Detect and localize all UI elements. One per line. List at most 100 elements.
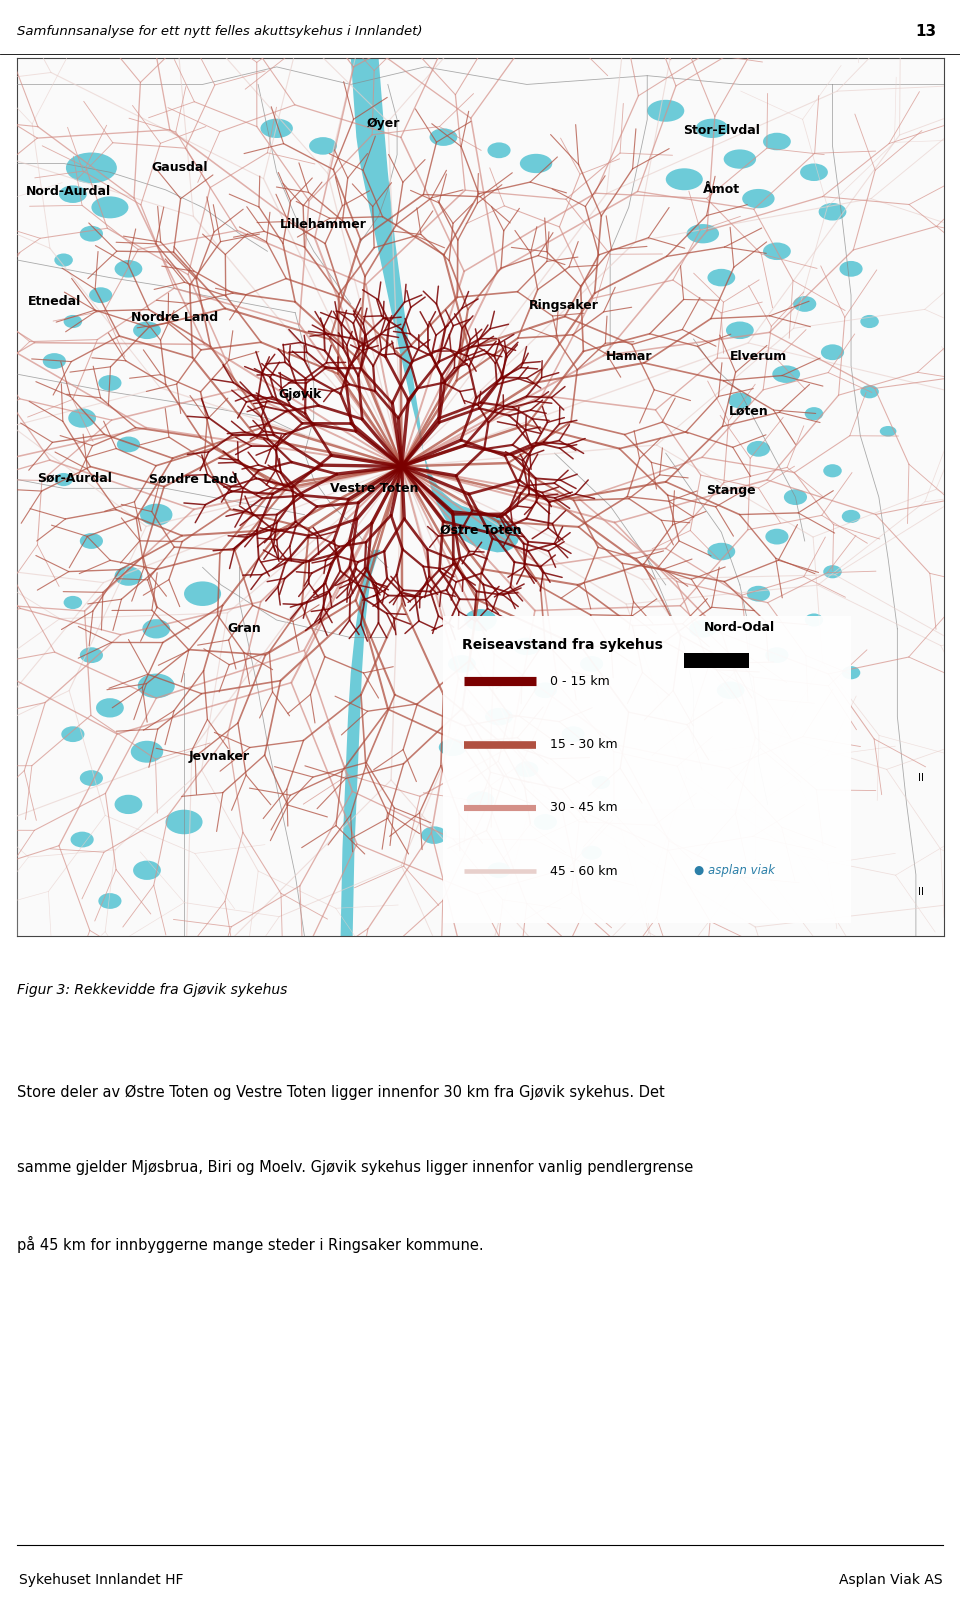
Ellipse shape <box>80 770 103 786</box>
Ellipse shape <box>98 374 122 391</box>
Text: Løten: Løten <box>730 405 769 418</box>
Text: Stor-Elvdal: Stor-Elvdal <box>683 124 759 137</box>
Text: Hamar: Hamar <box>606 350 652 363</box>
Ellipse shape <box>117 436 140 452</box>
Ellipse shape <box>580 655 603 671</box>
Ellipse shape <box>91 197 129 218</box>
Ellipse shape <box>689 620 717 638</box>
Ellipse shape <box>98 893 122 909</box>
Ellipse shape <box>582 846 602 860</box>
Ellipse shape <box>260 119 293 139</box>
Ellipse shape <box>488 862 511 878</box>
Ellipse shape <box>142 620 170 639</box>
Text: 13: 13 <box>915 24 936 39</box>
Ellipse shape <box>43 353 66 370</box>
Text: Nord-Odal: Nord-Odal <box>705 620 776 634</box>
Ellipse shape <box>562 726 585 742</box>
Ellipse shape <box>485 709 513 725</box>
Ellipse shape <box>763 242 791 260</box>
Ellipse shape <box>824 465 842 478</box>
Ellipse shape <box>800 163 828 181</box>
Text: 45 - 60 km: 45 - 60 km <box>550 865 617 878</box>
Ellipse shape <box>68 408 96 428</box>
Ellipse shape <box>309 137 337 155</box>
Ellipse shape <box>747 441 770 457</box>
Text: Vestre Toten: Vestre Toten <box>329 483 419 495</box>
Ellipse shape <box>729 392 752 408</box>
Ellipse shape <box>793 295 816 312</box>
Ellipse shape <box>61 726 84 742</box>
Text: Gausdal: Gausdal <box>151 161 207 174</box>
Text: Søndre Land: Søndre Land <box>149 473 237 486</box>
Ellipse shape <box>520 153 552 173</box>
Text: Sykehuset Innlandet HF: Sykehuset Innlandet HF <box>19 1574 183 1587</box>
Ellipse shape <box>765 529 788 544</box>
Ellipse shape <box>534 683 557 699</box>
Ellipse shape <box>55 253 73 266</box>
Ellipse shape <box>708 542 735 560</box>
Ellipse shape <box>696 119 729 139</box>
Ellipse shape <box>784 489 807 505</box>
Text: Etnedal: Etnedal <box>28 295 81 308</box>
Ellipse shape <box>516 762 539 778</box>
Text: Nord-Aurdal: Nord-Aurdal <box>26 186 110 199</box>
Ellipse shape <box>66 152 117 184</box>
Text: Elverum: Elverum <box>730 350 787 363</box>
Bar <box>444 615 851 923</box>
Text: Sør-Aurdal: Sør-Aurdal <box>37 471 112 484</box>
Ellipse shape <box>114 567 142 586</box>
Text: II: II <box>918 773 924 783</box>
Ellipse shape <box>55 473 73 486</box>
Ellipse shape <box>717 681 745 699</box>
Polygon shape <box>350 58 519 552</box>
Ellipse shape <box>591 776 611 789</box>
Text: 15 - 30 km: 15 - 30 km <box>550 738 617 751</box>
Ellipse shape <box>80 533 103 549</box>
Ellipse shape <box>421 826 447 844</box>
Ellipse shape <box>821 344 844 360</box>
Text: II: II <box>918 888 924 897</box>
Text: Jevnaker: Jevnaker <box>189 749 250 763</box>
Ellipse shape <box>842 667 860 679</box>
Ellipse shape <box>665 168 703 190</box>
Ellipse shape <box>860 315 878 328</box>
Ellipse shape <box>842 510 860 523</box>
Ellipse shape <box>465 608 496 631</box>
Text: 30 - 45 km: 30 - 45 km <box>550 802 617 815</box>
Ellipse shape <box>686 224 719 244</box>
Text: Lillehammer: Lillehammer <box>279 218 367 231</box>
Ellipse shape <box>534 813 557 830</box>
Ellipse shape <box>467 791 494 809</box>
Ellipse shape <box>804 407 824 420</box>
Bar <box>684 652 749 668</box>
Ellipse shape <box>879 426 897 436</box>
Ellipse shape <box>96 699 124 718</box>
Ellipse shape <box>772 365 800 383</box>
Ellipse shape <box>133 860 161 880</box>
Text: Figur 3: Rekkevidde fra Gjøvik sykehus: Figur 3: Rekkevidde fra Gjøvik sykehus <box>17 983 288 996</box>
Ellipse shape <box>488 142 511 158</box>
Ellipse shape <box>59 186 86 203</box>
Ellipse shape <box>114 794 142 813</box>
Ellipse shape <box>137 673 175 699</box>
Ellipse shape <box>80 226 103 242</box>
Text: Gjøvik: Gjøvik <box>278 387 322 400</box>
Ellipse shape <box>70 831 94 847</box>
Text: Østre Toten: Østre Toten <box>440 525 521 537</box>
Ellipse shape <box>513 638 540 655</box>
Ellipse shape <box>747 586 770 602</box>
Ellipse shape <box>114 260 142 278</box>
Ellipse shape <box>824 565 842 578</box>
Text: Reiseavstand fra sykehus: Reiseavstand fra sykehus <box>462 638 662 652</box>
Ellipse shape <box>63 315 83 328</box>
Ellipse shape <box>765 647 788 663</box>
Ellipse shape <box>184 581 221 605</box>
Ellipse shape <box>724 150 756 169</box>
Ellipse shape <box>742 189 775 208</box>
Ellipse shape <box>63 596 83 608</box>
Text: Ringsaker: Ringsaker <box>529 299 599 312</box>
Text: 0 - 15 km: 0 - 15 km <box>550 675 610 688</box>
Polygon shape <box>341 550 383 936</box>
Ellipse shape <box>133 321 161 339</box>
Ellipse shape <box>647 100 684 121</box>
